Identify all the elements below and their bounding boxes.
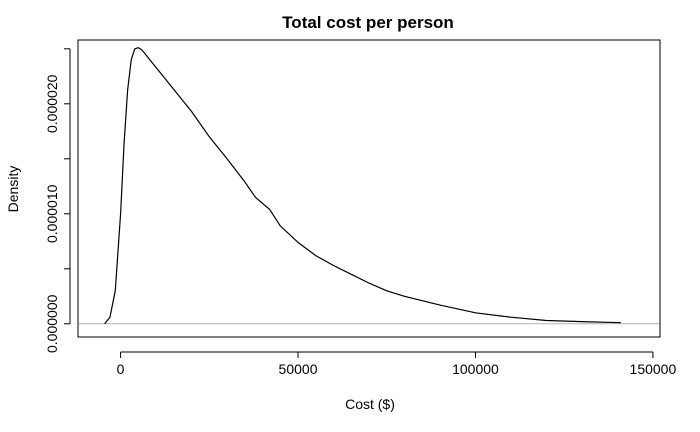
x-tick-label: 0: [117, 361, 125, 377]
y-tick-label: 0.000010: [44, 184, 60, 243]
chart-title: Total cost per person: [282, 13, 454, 32]
x-axis: 0 50000 100000 150000: [117, 351, 677, 377]
x-axis-label: Cost ($): [345, 396, 395, 412]
x-tick-label: 100000: [452, 361, 499, 377]
y-tick-label: 0.000020: [44, 74, 60, 133]
y-axis: 0.000000 0.000010 0.000020: [44, 48, 71, 353]
density-curve: [104, 47, 621, 325]
x-tick-label: 50000: [279, 361, 318, 377]
x-tick-label: 150000: [630, 361, 677, 377]
y-axis-label: Density: [5, 166, 21, 213]
y-tick-label: 0.000000: [44, 294, 60, 353]
plot-frame: [77, 39, 661, 338]
